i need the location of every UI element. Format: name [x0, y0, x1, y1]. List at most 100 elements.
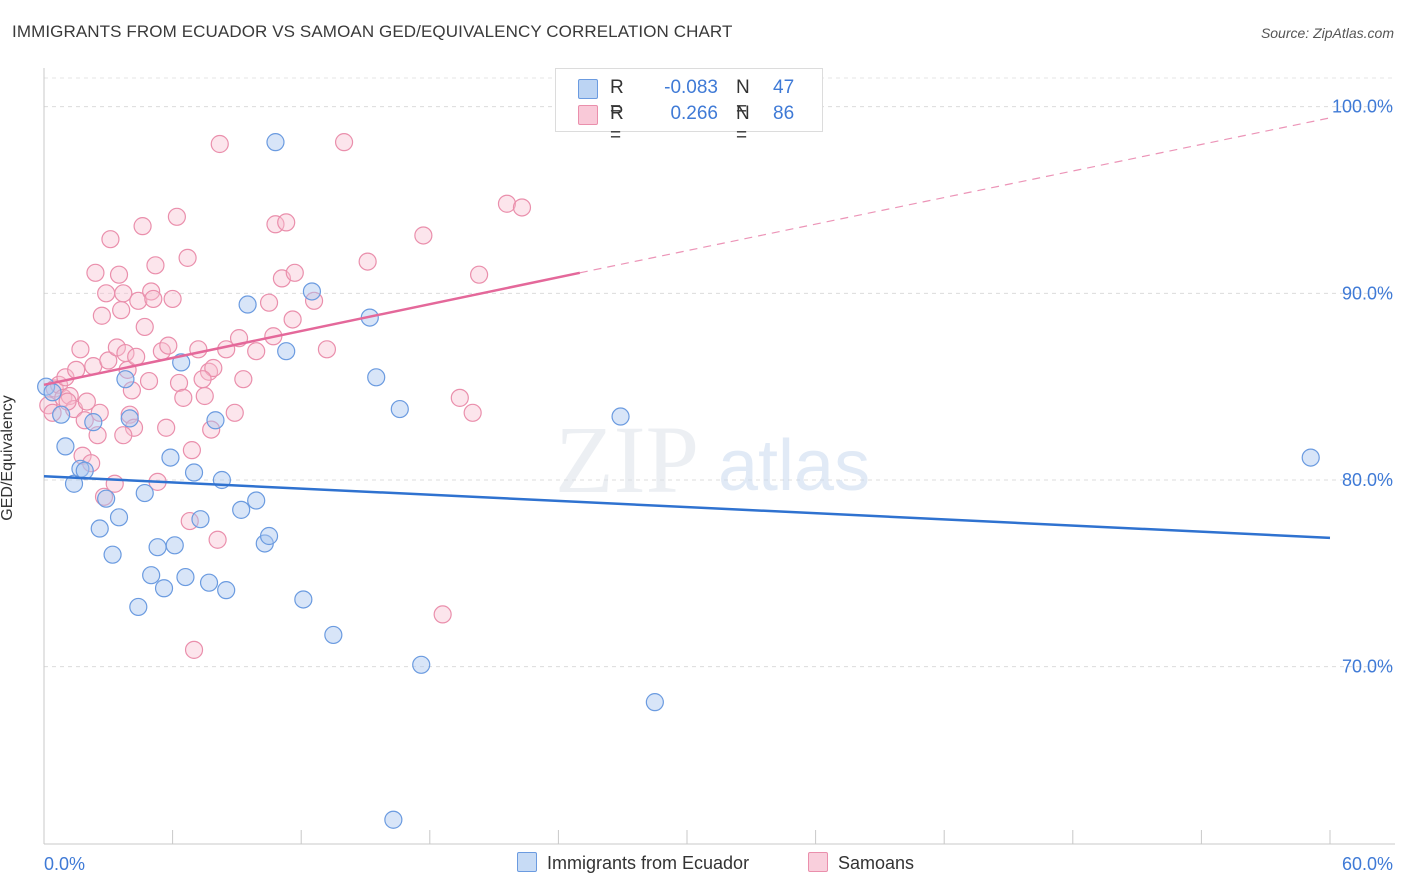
scatter-point: [178, 248, 197, 267]
scatter-point: [129, 597, 148, 617]
legend-swatch-samoans: [578, 105, 598, 125]
scatter-point: [277, 342, 296, 361]
y-tick-label: 100.0%: [1332, 97, 1393, 117]
scatter-point: [259, 293, 279, 312]
legend-n-value: 86: [773, 103, 795, 124]
scatter-point: [133, 217, 152, 236]
scatter-point: [324, 625, 343, 645]
chart-title: IMMIGRANTS FROM ECUADOR VS SAMOAN GED/EQ…: [12, 22, 733, 41]
legend-label-ecuador: Immigrants from Ecuador: [547, 853, 750, 873]
scatter-point: [217, 581, 236, 600]
x-tick-label: 60.0%: [1342, 854, 1393, 874]
legend-swatch-ecuador: [578, 79, 598, 99]
scatter-point: [204, 358, 223, 378]
legend-r-value: -0.083: [664, 77, 718, 98]
scatter-point: [390, 399, 409, 419]
scatter-point: [135, 483, 154, 503]
legend-label-samoans: Samoans: [838, 853, 915, 873]
watermark: ZIP atlas: [555, 406, 870, 513]
x-tick-label: 0.0%: [44, 854, 85, 874]
scatter-point: [90, 519, 109, 538]
legend-swatch-ecuador: [517, 852, 537, 872]
scatter-point: [184, 640, 204, 659]
scatter-point: [52, 405, 71, 424]
scatter-point: [114, 284, 133, 303]
scatter-point: [283, 310, 302, 329]
scatter-point: [259, 526, 279, 546]
scatter-point: [122, 381, 141, 400]
scatter-point: [114, 426, 133, 445]
scatter-point: [167, 207, 186, 226]
legend-item-samoans[interactable]: Samoans: [808, 852, 914, 874]
scatter-point: [208, 530, 227, 549]
scatter-point: [433, 605, 452, 624]
scatter-point: [182, 441, 201, 460]
scatter-point: [176, 567, 195, 587]
scatter-point: [157, 418, 176, 437]
legend-n-label: N =: [736, 77, 750, 120]
scatter-point: [165, 536, 184, 555]
scatter-point: [206, 411, 225, 430]
scatter-point: [463, 403, 482, 422]
stats-legend: R = -0.083 N = 47 R = 0.266 N = 86: [555, 68, 823, 146]
axes: [43, 68, 1395, 845]
scatter-point: [358, 252, 377, 271]
scatter-point: [645, 693, 664, 712]
scatter-point: [184, 463, 204, 482]
trend-line: [43, 271, 581, 387]
trend-line-extension: [579, 117, 1331, 274]
scatter-point: [75, 461, 94, 480]
scatter-point: [142, 282, 161, 301]
scatter-point: [43, 383, 62, 402]
scatter-point: [148, 538, 167, 557]
scatter-point: [512, 198, 532, 217]
scatter-point: [199, 573, 219, 592]
scatter-point: [238, 295, 257, 314]
scatter-point: [384, 810, 403, 829]
scatter-point: [97, 284, 116, 303]
scatter-point: [159, 336, 178, 355]
scatter-point: [191, 510, 210, 529]
scatter-point: [611, 407, 630, 426]
scatter-point: [334, 133, 354, 152]
scatter-point: [139, 371, 159, 391]
tick-labels: 70.0% 80.0% 90.0% 100.0% 0.0% 60.0%: [44, 97, 1393, 874]
scatter-point: [169, 373, 189, 393]
scatter-point: [154, 579, 174, 598]
scatter-point: [189, 340, 208, 359]
scatter-point: [302, 282, 322, 301]
scatter-point: [144, 289, 163, 309]
legend-n-value: 47: [773, 77, 795, 98]
scatter-point: [497, 194, 517, 213]
scatter-point: [412, 655, 431, 674]
scatter-point: [56, 437, 75, 456]
scatter-point: [234, 370, 253, 389]
scatter-point: [294, 590, 313, 609]
scatter-point: [469, 265, 489, 284]
scatter-point: [109, 265, 129, 284]
legend-swatch-samoans: [808, 852, 828, 872]
scatter-point: [285, 263, 304, 282]
scatter-point: [90, 403, 109, 422]
scatter-point: [202, 420, 221, 439]
scatter-point: [112, 301, 131, 320]
scatter-point: [101, 230, 120, 249]
legend-item-ecuador[interactable]: Immigrants from Ecuador: [517, 852, 749, 874]
scatter-point: [92, 306, 111, 325]
trend-lines: [43, 117, 1331, 540]
scatter-point: [109, 508, 129, 527]
scatter-point: [210, 134, 229, 154]
scatter-point: [193, 370, 212, 389]
scatter-point: [195, 386, 214, 406]
scatter-point: [450, 388, 469, 407]
scatter-point: [86, 263, 105, 282]
legend-r-label: R =: [610, 103, 624, 146]
scatter-point: [277, 213, 296, 232]
scatter-point: [247, 342, 266, 361]
scatter-point: [367, 368, 386, 387]
y-tick-label: 80.0%: [1342, 470, 1393, 490]
y-tick-label: 90.0%: [1342, 283, 1393, 303]
scatter-point: [105, 474, 124, 493]
scatter-point: [1301, 448, 1320, 467]
